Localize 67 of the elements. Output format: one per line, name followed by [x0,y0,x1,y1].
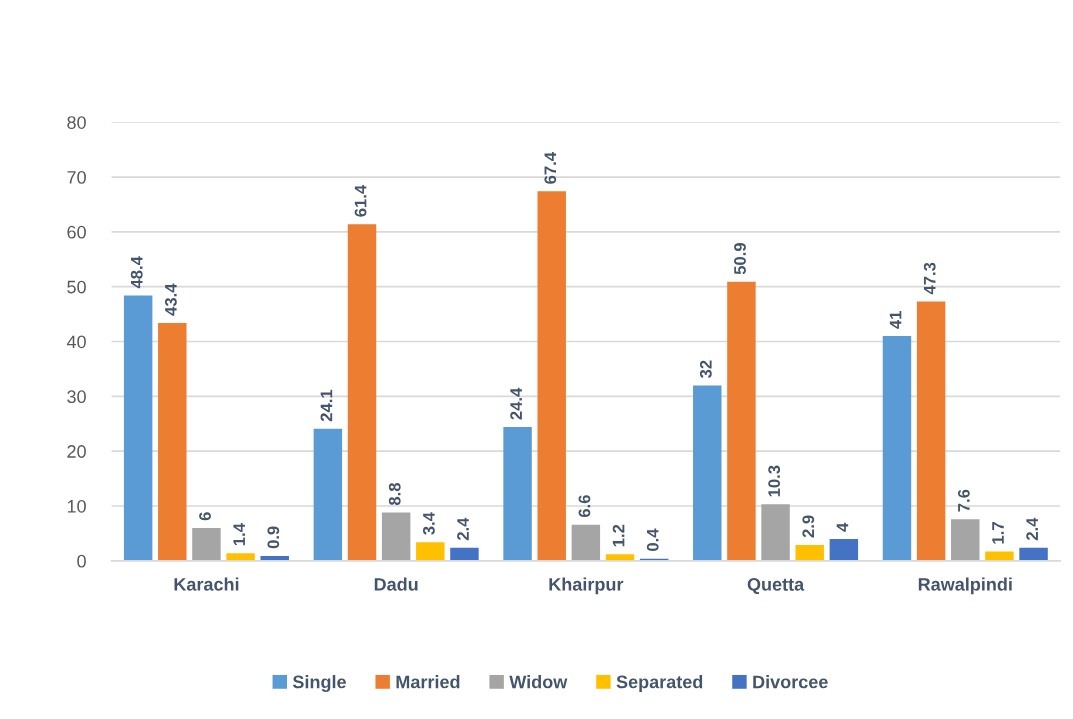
legend-label: Married [396,675,460,689]
bar [450,547,479,561]
bar [985,551,1014,561]
bar [795,544,824,561]
x-tick-label: Quetta [747,577,805,595]
data-label: 1.4 [233,523,245,546]
x-tick-label: Dadu [374,577,418,591]
bar [727,281,756,561]
y-tick-label: 50 [67,280,86,294]
bar [416,542,445,561]
x-tick-label: Rawalpindi [918,577,1012,595]
bar [503,427,532,561]
data-label: 24.1 [320,389,333,422]
bar [381,512,411,561]
data-label: 41 [889,311,902,329]
data-label: 67.4 [544,152,557,184]
legend-label: Divorcee [753,675,828,689]
bar [1019,547,1048,561]
data-label: 3.4 [422,512,435,535]
bar [951,519,980,561]
y-tick-label: 20 [67,445,86,458]
y-tick-label: 40 [66,335,86,349]
y-tick-label: 10 [67,499,86,513]
data-label: 50.9 [734,243,746,275]
legend-label: Single [292,675,346,692]
data-label: 47.3 [923,262,936,295]
data-label: 7.6 [957,489,970,512]
y-tick-label: 60 [67,225,86,239]
y-tick-label: 0 [77,554,86,568]
y-tick-label: 70 [67,170,86,184]
data-label: 6.6 [578,495,591,518]
x-tick-label: Khairpur [549,577,624,595]
data-label: 24.4 [510,387,522,420]
y-tick-label: 30 [67,390,86,404]
bar [347,224,377,561]
data-label: 8.8 [388,482,401,506]
legend-label: Separated [616,675,703,692]
bar [192,527,221,561]
bar [313,428,343,561]
data-label: 43.4 [164,283,177,316]
bar [693,385,722,561]
bar [605,554,635,561]
bar [882,336,912,561]
data-label: 10.3 [768,465,781,497]
data-label: 0.9 [267,526,280,549]
data-label: 2.4 [1026,517,1038,541]
bar [537,191,566,561]
data-label: 0.4 [646,528,659,552]
data-label: 2.4 [457,517,469,541]
bar [761,504,790,561]
bar [158,322,187,561]
data-label: 61.4 [354,184,367,217]
y-tick-label: 80 [67,116,86,129]
bar [916,301,946,561]
data-label: 32 [699,360,712,379]
data-label: 1.2 [612,524,625,547]
legend-label: Widow [509,675,568,689]
bar [226,553,255,561]
data-label: 6 [199,512,211,521]
bar [829,538,859,561]
data-label: 1.7 [992,522,1004,544]
bar [571,524,601,561]
bar [123,295,153,561]
data-label: 48.4 [130,256,143,289]
data-label: 2.9 [802,515,815,538]
data-label: 4 [836,522,849,532]
x-tick-label: Karachi [174,577,239,591]
